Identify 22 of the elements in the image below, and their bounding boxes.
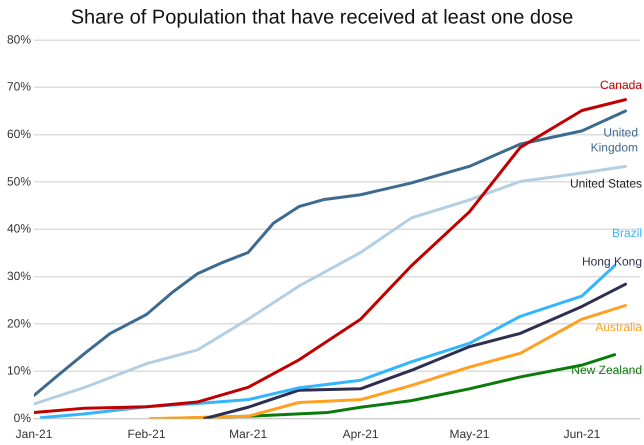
series-label: Hong Kong [582,254,642,269]
y-tick-label: 30% [6,268,32,283]
series-label: United Kingdom [590,125,638,154]
y-tick-label: 60% [6,126,32,141]
y-tick-label: 70% [6,80,32,94]
x-tick-label: May-21 [449,427,490,442]
series-label: Australia [595,320,642,334]
y-tick-label: 50% [6,174,32,188]
y-tick-label: 20% [6,316,32,330]
x-tick-label: Jun-21 [564,427,601,442]
x-tick-label: Apr-21 [342,427,379,442]
x-tick-label: Mar-21 [229,427,268,442]
y-tick-label: 10% [6,364,32,378]
chart-title: Share of Population that have received at least one dose [70,6,574,29]
text: Brazil [612,226,642,240]
x-tick-label: Jan-21 [16,427,53,442]
y-tick-label: 80% [6,32,32,46]
y-tick-label: 40% [6,222,32,236]
y-tick-label: 0% [14,410,32,425]
series-label: Canada [600,78,642,92]
series-label: United States [570,176,642,191]
x-tick-label: Feb-21 [127,427,166,442]
